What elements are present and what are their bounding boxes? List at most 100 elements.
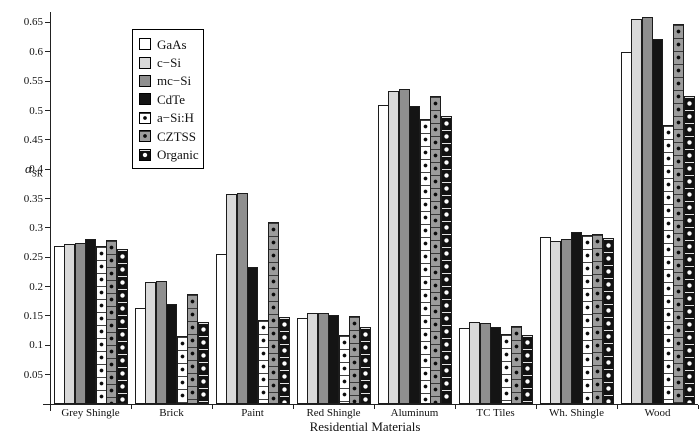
y-tick-mark — [45, 21, 50, 23]
bar-grey-shingle-series-7 — [117, 249, 128, 404]
bar-tc-tiles-series-4 — [490, 327, 501, 404]
legend-swatch — [139, 148, 151, 161]
y-tick-label: 0.45 — [23, 133, 43, 146]
y-axis-label: αSR — [25, 161, 43, 179]
bar-grey-shingle-series-6 — [106, 240, 117, 404]
y-tick-mark — [45, 256, 50, 258]
y-tick-label: 0.15 — [23, 309, 43, 322]
bar-aluminum-series-6 — [430, 96, 441, 404]
y-tick-label: 0.55 — [23, 75, 43, 88]
bar-wh-shingle-series-4 — [571, 232, 582, 404]
bar-wood-series-4 — [652, 39, 663, 404]
legend-item: c−Si — [139, 53, 200, 71]
bar-brick-series-6 — [187, 294, 198, 404]
bar-wood-series-7 — [684, 96, 695, 404]
x-category-label: Grey Shingle — [61, 407, 120, 419]
bar-paint-series-6 — [268, 222, 279, 404]
y-tick-mark — [45, 110, 50, 111]
bar-aluminum-series-2 — [388, 91, 399, 404]
bar-paint-series-2 — [226, 194, 237, 404]
legend-item: GaAs — [139, 35, 200, 53]
y-axis-label-symbol: α — [25, 161, 32, 176]
bar-red-shingle-series-6 — [349, 316, 360, 404]
bar-brick-series-2 — [145, 282, 156, 404]
bar-grey-shingle-series-2 — [64, 244, 75, 404]
y-tick-mark — [45, 227, 50, 229]
y-tick-mark — [45, 139, 50, 141]
x-axis-label: Residential Materials — [309, 419, 421, 434]
x-category-label: Red Shingle — [306, 407, 361, 419]
legend-item-label: CdTe — [157, 91, 185, 107]
bar-wh-shingle-series-6 — [592, 234, 603, 404]
bar-wood-series-2 — [631, 19, 642, 404]
x-category-label: TC Tiles — [476, 407, 515, 419]
legend-item: a−Si:H — [139, 109, 200, 127]
bar-wood-series-6 — [673, 24, 684, 404]
x-category-label: Paint — [241, 407, 264, 419]
y-tick-label: 0.5 — [29, 104, 43, 117]
y-tick-mark — [45, 80, 50, 82]
y-tick-label: 0.3 — [29, 221, 43, 234]
bar-tc-tiles-series-6 — [511, 326, 522, 404]
y-tick-label: 0.25 — [23, 251, 43, 264]
bar-aluminum-series-4 — [409, 106, 420, 404]
legend-item: mc−Si — [139, 72, 200, 90]
bar-brick-series-7 — [198, 322, 209, 404]
y-tick-label: 0.4 — [29, 163, 43, 176]
bar-tc-tiles-series-2 — [469, 322, 480, 404]
bar-grey-shingle-series-4 — [85, 239, 96, 404]
bar-paint-series-7 — [279, 317, 290, 404]
legend-item-label: Organic — [157, 147, 199, 163]
y-tick-label: 0.2 — [29, 280, 43, 293]
bar-paint-series-4 — [247, 267, 258, 404]
legend-swatch — [139, 74, 151, 87]
bar-red-shingle-series-2 — [307, 313, 318, 404]
y-tick-label: 0.05 — [23, 368, 43, 381]
y-tick-mark — [45, 51, 50, 53]
y-tick-label: 0.1 — [29, 339, 43, 352]
legend-swatch — [139, 93, 151, 106]
legend-item: CdTe — [139, 90, 200, 108]
legend: GaAs c−Si mc−Si CdTe a−Si:H CZTSS Organic — [132, 29, 204, 169]
legend-item-label: GaAs — [157, 36, 187, 52]
x-category-label: Aluminum — [390, 407, 439, 419]
legend-swatch — [139, 56, 151, 69]
x-category-label: Wh. Shingle — [549, 407, 604, 419]
y-tick-mark — [45, 315, 50, 317]
y-tick-label: 0.35 — [23, 192, 43, 205]
bar-wh-shingle-series-2 — [550, 241, 561, 404]
legend-rows: GaAs c−Si mc−Si CdTe a−Si:H CZTSS Organic — [139, 35, 200, 164]
y-tick-label: 0.65 — [23, 16, 43, 29]
y-axis-line — [50, 12, 51, 411]
y-axis-label-subscript: SR — [31, 168, 43, 179]
bar-red-shingle-series-4 — [328, 315, 339, 404]
y-tick-mark — [45, 344, 50, 346]
bar-brick-series-4 — [166, 304, 177, 404]
legend-item-label: c−Si — [157, 55, 181, 71]
x-tick-mark — [536, 405, 537, 409]
x-tick-mark — [374, 405, 375, 409]
x-tick-mark — [293, 405, 294, 409]
x-tick-mark — [455, 405, 456, 409]
legend-swatch — [139, 111, 151, 124]
legend-item-label: a−Si:H — [157, 110, 194, 126]
legend-item: Organic — [139, 145, 200, 163]
y-tick-mark — [45, 198, 50, 200]
x-axis-line — [43, 404, 698, 405]
bar-red-shingle-series-7 — [360, 327, 371, 404]
legend-item: CZTSS — [139, 127, 200, 145]
x-tick-mark — [698, 405, 699, 409]
legend-item-label: CZTSS — [157, 128, 197, 144]
x-tick-mark — [131, 405, 132, 409]
legend-swatch — [139, 38, 151, 51]
y-tick-mark — [45, 168, 50, 170]
bar-aluminum-series-7 — [441, 116, 452, 404]
legend-item-label: mc−Si — [157, 73, 192, 89]
y-tick-mark — [45, 374, 50, 376]
x-category-label: Brick — [159, 407, 184, 419]
x-tick-mark — [617, 405, 618, 409]
legend-swatch — [139, 130, 151, 143]
y-tick-mark — [45, 286, 50, 288]
x-category-label: Wood — [644, 407, 671, 419]
